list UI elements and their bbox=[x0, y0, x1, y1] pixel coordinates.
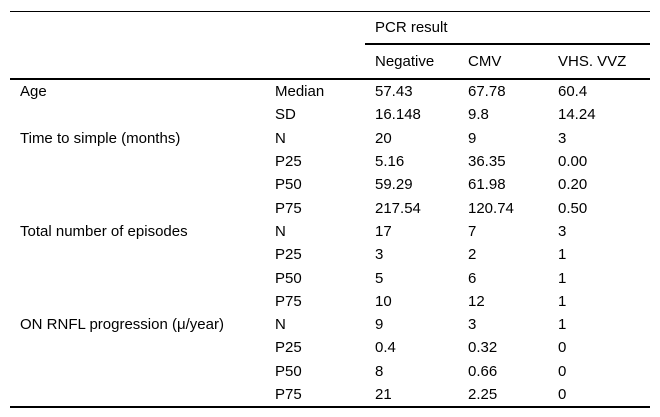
spanner-header-row: PCR result bbox=[10, 11, 651, 45]
value-cell: 1 bbox=[558, 246, 567, 264]
value-cell: 7 bbox=[468, 222, 477, 240]
table-row: P50 59.29 61.98 0.20 bbox=[10, 173, 650, 196]
category-cell bbox=[10, 243, 265, 266]
category-cell bbox=[10, 196, 265, 219]
value-cell: 36.35 bbox=[468, 153, 506, 171]
stat-cell: SD bbox=[275, 106, 296, 124]
value-cell: 0.00 bbox=[558, 153, 588, 171]
value-cell: 2 bbox=[468, 246, 477, 264]
value-cell: 9 bbox=[375, 316, 384, 334]
value-cell: 0.4 bbox=[375, 339, 396, 357]
stat-cell: N bbox=[275, 129, 286, 147]
table-row: SD 16.148 9.8 14.24 bbox=[10, 103, 650, 126]
value-cell: 3 bbox=[558, 129, 567, 147]
category-cell bbox=[10, 173, 265, 196]
column-header-negative: Negative bbox=[365, 44, 458, 80]
table-body: Age Median 57.43 67.78 60.4 SD 16.148 9.8 14.24 T… bbox=[10, 79, 650, 407]
value-cell: 0 bbox=[558, 362, 567, 380]
category-cell: Age bbox=[20, 83, 47, 101]
table-row: Time to simple (months) N 20 9 3 bbox=[10, 127, 650, 150]
value-cell: 0 bbox=[558, 386, 567, 403]
value-cell: 0.32 bbox=[468, 339, 498, 357]
table-row: P50 5 6 1 bbox=[10, 266, 650, 289]
value-cell: 20 bbox=[375, 129, 392, 147]
value-cell: 0 bbox=[558, 339, 567, 357]
category-cell bbox=[10, 266, 265, 289]
table-header: PCR result Negative CMV VHS. VVZ bbox=[10, 11, 651, 80]
stat-cell: N bbox=[275, 222, 286, 240]
table-row: P25 0.4 0.32 0 bbox=[10, 336, 650, 359]
stat-cell: P75 bbox=[275, 292, 302, 310]
table-row: P25 5.16 36.35 0.00 bbox=[10, 150, 650, 173]
value-cell: 217.54 bbox=[375, 199, 421, 217]
value-cell: 1 bbox=[558, 292, 567, 310]
value-cell: 12 bbox=[468, 292, 485, 310]
value-cell: 17 bbox=[375, 222, 392, 240]
empty-header-cell bbox=[10, 44, 365, 80]
value-cell: 16.148 bbox=[375, 106, 421, 124]
value-cell: 10 bbox=[375, 292, 392, 310]
value-cell: 61.98 bbox=[468, 176, 506, 194]
stat-cell: P25 bbox=[275, 153, 302, 171]
table-row: ON RNFL progression (μ/year) N 9 3 1 bbox=[10, 313, 650, 336]
value-cell: 1 bbox=[558, 269, 567, 287]
value-cell: 14.24 bbox=[558, 106, 596, 124]
results-table: PCR result Negative CMV VHS. VVZ Age Medi… bbox=[10, 11, 651, 409]
pcr-result-spanner-label: PCR result bbox=[365, 11, 651, 45]
stat-cell: Median bbox=[275, 83, 325, 101]
value-cell: 8 bbox=[375, 362, 384, 380]
column-header-vhs-vvz: VHS. VVZ bbox=[548, 44, 651, 80]
value-cell: 3 bbox=[468, 316, 477, 334]
value-cell: 2.25 bbox=[468, 386, 498, 403]
category-cell: ON RNFL progression (μ/year) bbox=[20, 316, 224, 334]
stat-cell: P25 bbox=[275, 246, 302, 264]
stat-cell: P75 bbox=[275, 386, 302, 403]
value-cell: 67.78 bbox=[468, 83, 506, 101]
column-header-cmv: CMV bbox=[458, 44, 548, 80]
value-cell: 0.50 bbox=[558, 199, 588, 217]
value-cell: 57.43 bbox=[375, 83, 413, 101]
stat-cell: P50 bbox=[275, 362, 302, 380]
stat-cell: P25 bbox=[275, 339, 302, 357]
value-cell: 59.29 bbox=[375, 176, 413, 194]
table-row: Total number of episodes N 17 7 3 bbox=[10, 220, 650, 243]
value-cell: 3 bbox=[558, 222, 567, 240]
value-cell: 5 bbox=[375, 269, 384, 287]
stat-cell: P75 bbox=[275, 199, 302, 217]
value-cell: 120.74 bbox=[468, 199, 514, 217]
value-cell: 0.20 bbox=[558, 176, 588, 194]
value-cell: 60.4 bbox=[558, 83, 588, 101]
stat-cell: N bbox=[275, 316, 286, 334]
value-cell: 9.8 bbox=[468, 106, 489, 124]
table-row: P50 8 0.66 0 bbox=[10, 360, 650, 383]
stat-cell: P50 bbox=[275, 176, 302, 194]
column-header-row: Negative CMV VHS. VVZ bbox=[10, 44, 651, 80]
category-cell: Time to simple (months) bbox=[20, 129, 181, 147]
value-cell: 1 bbox=[558, 316, 567, 334]
table-row: Age Median 57.43 67.78 60.4 bbox=[10, 79, 650, 103]
value-cell: 21 bbox=[375, 386, 392, 403]
table-row: P75 10 12 1 bbox=[10, 290, 650, 313]
stat-cell: P50 bbox=[275, 269, 302, 287]
category-cell bbox=[10, 360, 265, 383]
category-cell bbox=[10, 290, 265, 313]
value-cell: 6 bbox=[468, 269, 477, 287]
category-cell bbox=[10, 103, 265, 126]
value-cell: 0.66 bbox=[468, 362, 498, 380]
category-cell bbox=[10, 383, 265, 407]
table-row: P25 3 2 1 bbox=[10, 243, 650, 266]
category-cell bbox=[10, 150, 265, 173]
value-cell: 3 bbox=[375, 246, 384, 264]
table-row: P75 21 2.25 0 bbox=[10, 383, 650, 407]
table-row: P75 217.54 120.74 0.50 bbox=[10, 196, 650, 219]
empty-header-cell bbox=[10, 12, 365, 45]
value-cell: 9 bbox=[468, 129, 477, 147]
value-cell: 5.16 bbox=[375, 153, 405, 171]
category-cell: Total number of episodes bbox=[20, 222, 188, 240]
category-cell bbox=[10, 336, 265, 359]
